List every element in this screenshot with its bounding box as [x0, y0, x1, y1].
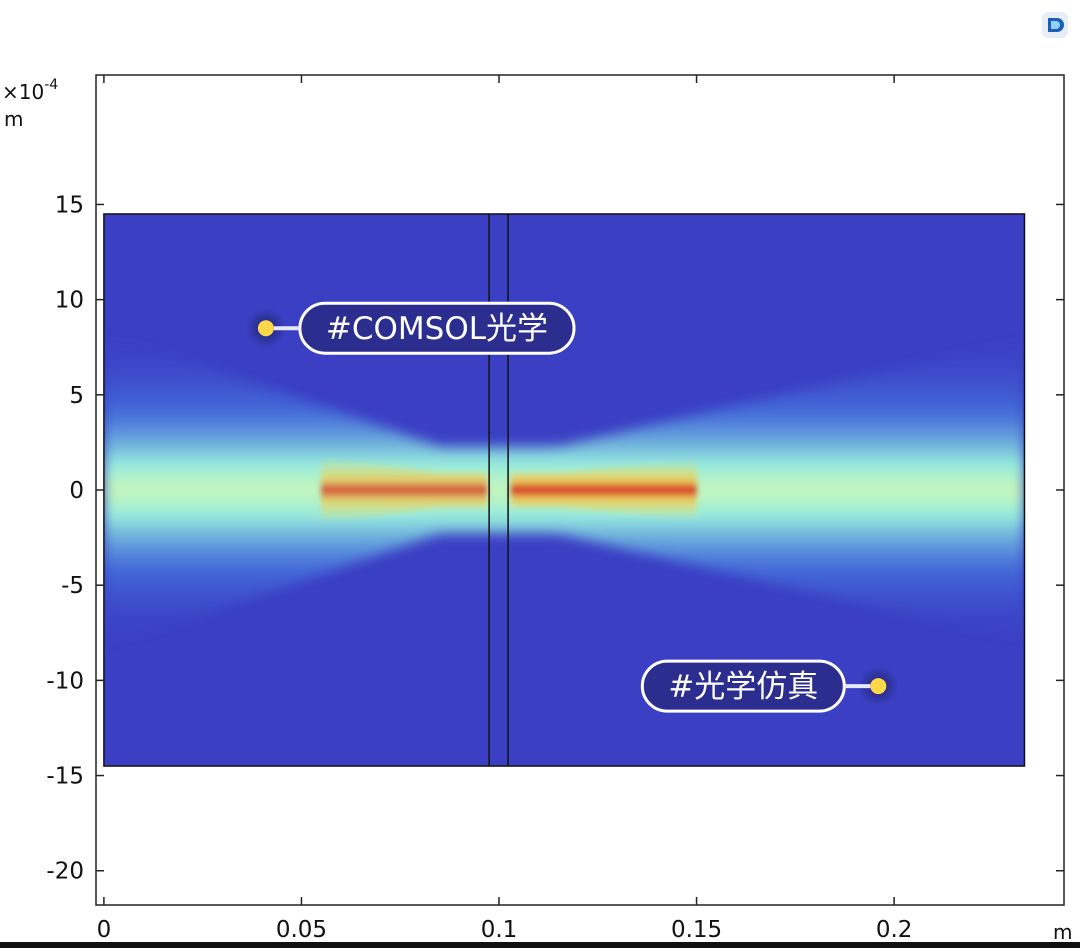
y-tick-label: -10: [46, 668, 84, 694]
x-axis-unit: m: [1053, 920, 1072, 944]
x-tick-label: 0.15: [671, 917, 722, 943]
y-axis-unit: m: [4, 107, 23, 131]
annotation-tag: #光学仿真: [640, 659, 899, 713]
y-axis-multiplier: ×10-4: [2, 77, 58, 104]
x-tick-label: 0.1: [481, 917, 518, 943]
beam-focus-right: [510, 460, 697, 520]
window-bottom-edge: [0, 942, 1080, 948]
annotation-tag: #COMSOL光学: [245, 301, 576, 355]
marker-dot: [257, 320, 274, 337]
x-tick-label: 0.2: [876, 917, 913, 943]
y-tick-label: -5: [61, 573, 84, 599]
y-tick-label: 5: [69, 383, 84, 409]
x-tick-label: 0: [97, 917, 112, 943]
annotation-tags: #COMSOL光学 #光学仿真: [245, 301, 899, 713]
x-axis: 0 0.05 0.1 0.15 0.2: [97, 75, 913, 943]
y-tick-label: -15: [46, 764, 84, 790]
annotation-label: #光学仿真: [668, 669, 818, 705]
comsol-logo-icon[interactable]: [1042, 12, 1068, 38]
y-axis: 15 10 5 0 -5 -10 -15 -20: [46, 192, 1064, 885]
y-tick-label: -20: [46, 859, 84, 885]
y-tick-label: 0: [69, 478, 84, 504]
x-tick-label: 0.05: [276, 917, 327, 943]
y-tick-label: 10: [55, 288, 84, 314]
beam-focus-left: [321, 456, 488, 524]
y-tick-label: 15: [55, 192, 84, 218]
annotation-label: #COMSOL光学: [326, 311, 548, 347]
marker-dot: [870, 678, 887, 695]
